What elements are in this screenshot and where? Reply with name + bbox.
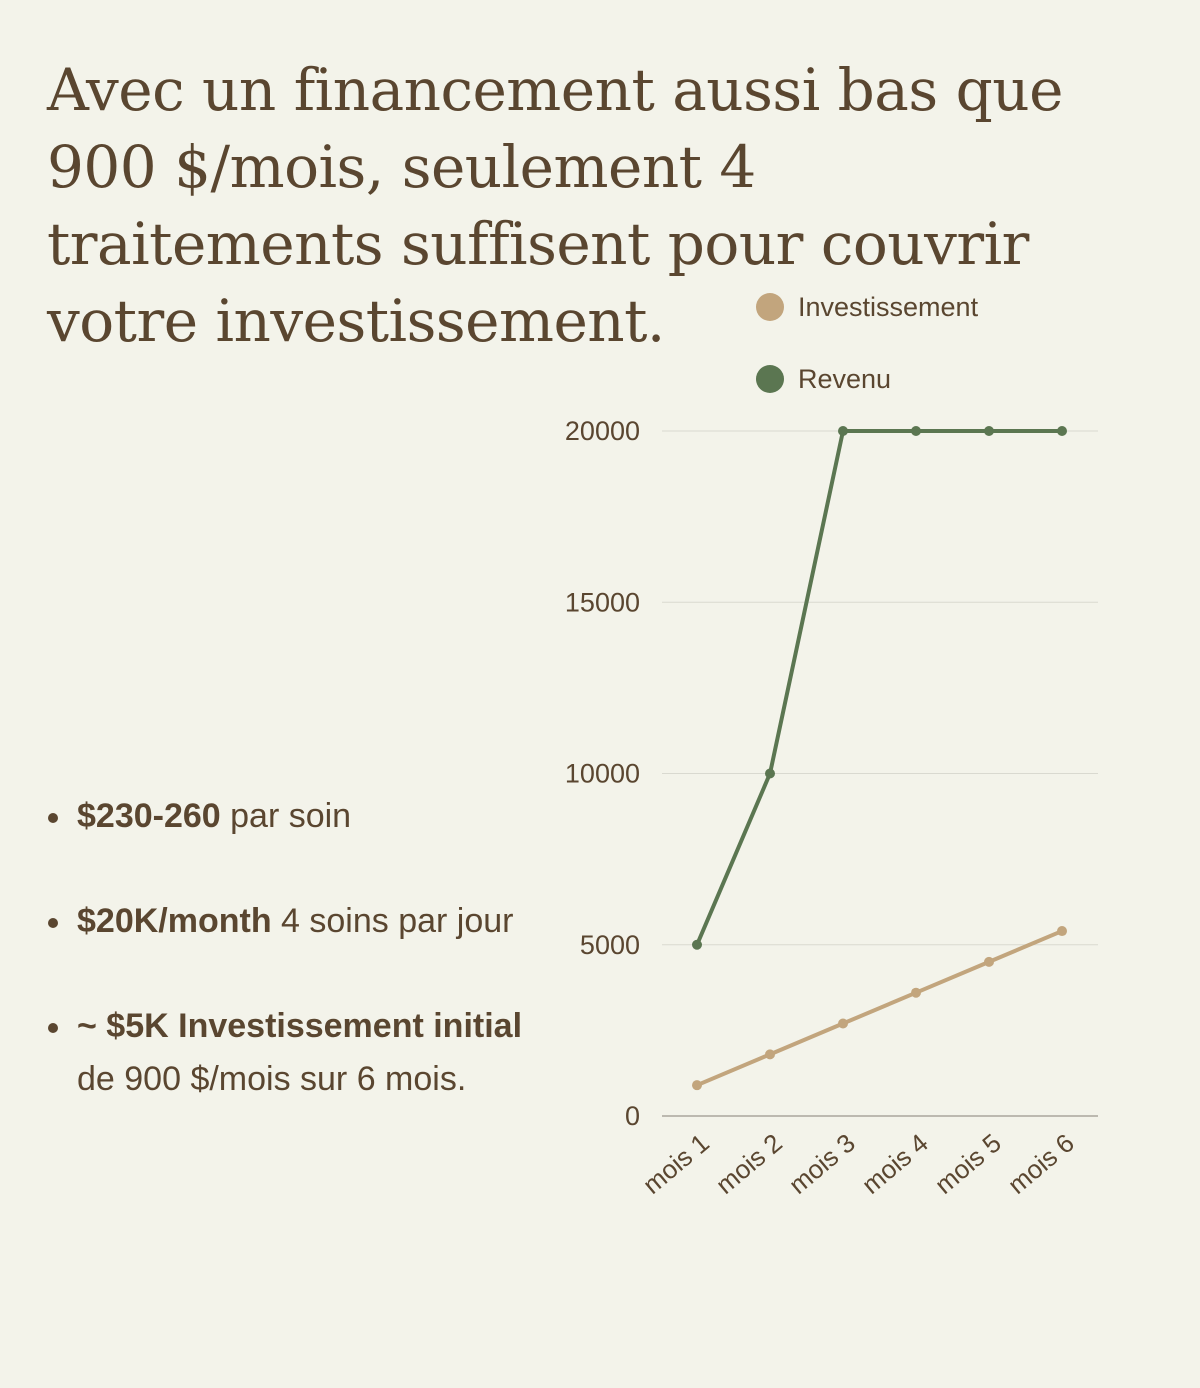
x-tick-label: mois 1 [637, 1128, 715, 1200]
y-tick-label: 0 [625, 1101, 640, 1131]
legend-item-revenu: Revenu [756, 359, 978, 399]
data-point-revenu [984, 426, 994, 436]
bullet-list: $230-260 par soin $20K/month 4 soins par… [44, 790, 524, 1106]
y-tick-label: 20000 [565, 416, 640, 446]
data-point-investissement [911, 987, 921, 998]
bullet-bold: ~ $5K Investissement initial [77, 1007, 523, 1045]
bullet-item: $230-260 par soin [44, 790, 524, 843]
x-tick-label: mois 4 [856, 1128, 934, 1200]
series-line-investissement [695, 929, 1064, 1088]
series-line-revenu [695, 429, 1064, 947]
data-point-revenu [765, 768, 775, 779]
data-point-revenu [838, 426, 848, 436]
data-point-investissement [765, 1049, 775, 1060]
legend-label-investissement: Investissement [798, 291, 979, 322]
headline: Avec un financement aussi bas que 900 $/… [47, 56, 1063, 355]
legend-swatch-investissement [756, 293, 784, 321]
bullet-text: par soin [220, 797, 352, 835]
data-point-investissement [984, 956, 994, 967]
x-tick-label: mois 3 [783, 1128, 861, 1200]
y-tick-label: 10000 [565, 759, 640, 789]
bullet-text: 4 soins par jour [271, 902, 514, 940]
chart-legend: Investissement Revenu [756, 287, 978, 431]
data-point-investissement [1057, 926, 1067, 937]
data-point-revenu [911, 426, 921, 436]
y-tick-label: 5000 [580, 930, 640, 960]
data-point-investissement [838, 1018, 848, 1029]
x-tick-label: mois 5 [929, 1128, 1007, 1200]
bullet-text: de 900 $/mois sur 6 mois. [77, 1060, 467, 1098]
bullet-bold: $230-260 [77, 797, 221, 835]
legend-label-revenu: Revenu [798, 363, 892, 394]
bullet-item: $20K/month 4 soins par jour [44, 895, 524, 948]
data-point-revenu [692, 939, 702, 950]
data-point-investissement [692, 1080, 702, 1091]
y-tick-label: 15000 [565, 587, 640, 617]
legend-item-investissement: Investissement [756, 287, 978, 327]
legend-swatch-revenu [756, 365, 784, 393]
bullet-item: ~ $5K Investissement initial de 900 $/mo… [44, 1000, 524, 1106]
data-point-revenu [1057, 426, 1067, 436]
bullet-bold: $20K/month [77, 902, 272, 940]
x-tick-label: mois 2 [710, 1128, 788, 1200]
x-tick-label: mois 6 [1002, 1128, 1080, 1200]
